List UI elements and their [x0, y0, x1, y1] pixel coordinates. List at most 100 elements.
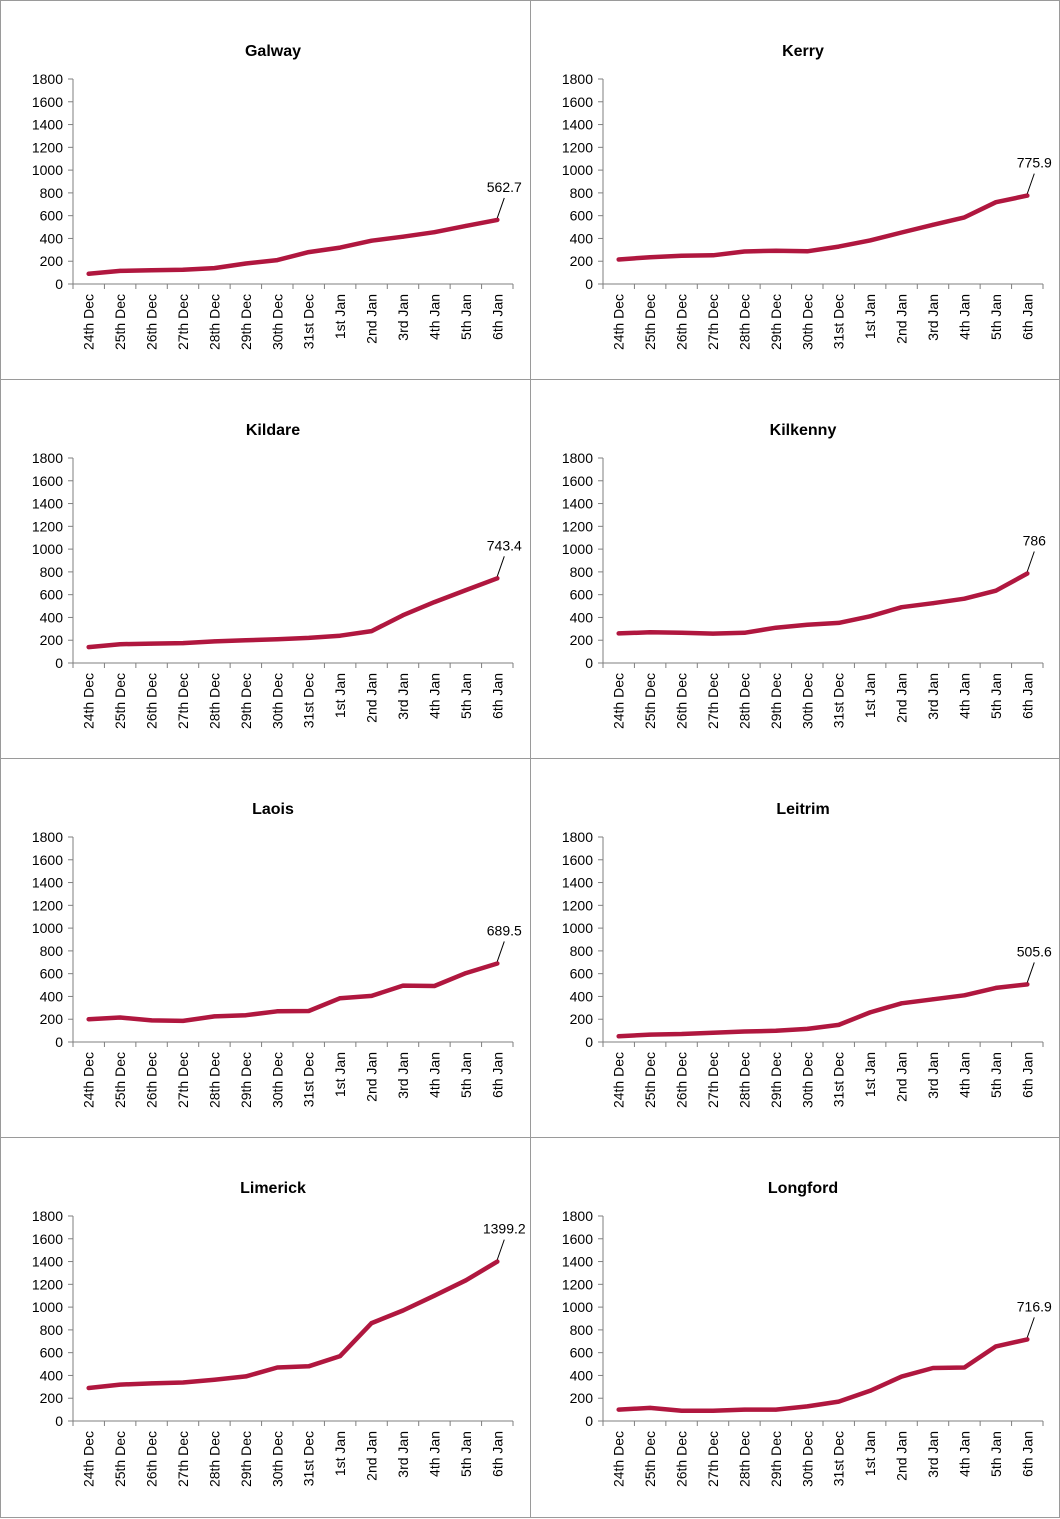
y-tick-label: 400	[40, 230, 64, 246]
y-tick-label: 0	[585, 1034, 593, 1050]
chart-panel-galway: Galway 0 200 400 600 800 1000 1200 1400 1600 1800 2…	[0, 0, 531, 380]
data-label: 743.4	[487, 537, 522, 553]
x-tick-label: 4th Jan	[426, 1052, 442, 1098]
data-point	[805, 1404, 810, 1409]
x-tick-label: 29th Dec	[768, 1431, 784, 1487]
data-point	[338, 996, 343, 1001]
data-point	[181, 1018, 185, 1023]
data-point	[1025, 571, 1030, 576]
y-tick-label: 1600	[32, 473, 63, 489]
y-tick-label: 400	[40, 1367, 64, 1383]
x-tick-label: 26th Dec	[674, 1052, 690, 1108]
line-chart: Galway 0 200 400 600 800 1000 1200 1400 1600 1800 2…	[32, 43, 522, 350]
data-point	[679, 253, 684, 258]
x-tick-label: 6th Jan	[489, 1431, 505, 1477]
y-tick-label: 1000	[562, 1299, 593, 1315]
data-label-leader	[1026, 551, 1035, 572]
y-tick-label: 600	[40, 966, 64, 982]
y-tick-label: 1600	[32, 1231, 63, 1247]
data-point	[742, 630, 747, 635]
x-tick-label: 25th Dec	[112, 1431, 128, 1487]
data-point	[306, 250, 311, 255]
line-chart: Laois 0 200 400 600 800 1000 1200 1400 1600 1800 24…	[32, 801, 522, 1108]
data-point	[401, 983, 405, 988]
data-point	[181, 267, 185, 272]
data-point	[616, 257, 621, 262]
x-tick-label: 27th Dec	[175, 1431, 191, 1487]
data-point	[306, 635, 311, 640]
x-tick-label: 4th Jan	[426, 294, 442, 340]
data-point	[495, 576, 500, 581]
data-point	[742, 1029, 747, 1034]
data-point	[616, 1034, 621, 1039]
x-tick-label: 6th Jan	[1019, 1431, 1035, 1477]
data-point	[679, 1408, 684, 1413]
data-point	[86, 1017, 91, 1022]
x-tick-label: 5th Jan	[988, 1431, 1004, 1477]
y-tick-label: 0	[55, 1034, 63, 1050]
x-tick-label: 27th Dec	[705, 673, 721, 729]
x-tick-label: 24th Dec	[81, 1052, 97, 1108]
x-tick-label: 31st Dec	[831, 1052, 847, 1107]
y-tick-label: 400	[40, 988, 64, 1004]
data-point	[149, 1381, 154, 1386]
y-tick-label: 600	[40, 208, 64, 224]
data-point	[931, 1366, 935, 1371]
y-tick-label: 0	[585, 655, 593, 671]
y-tick-label: 0	[585, 276, 593, 292]
data-point	[118, 642, 123, 647]
x-tick-label: 25th Dec	[112, 294, 128, 350]
y-tick-label: 800	[570, 943, 594, 959]
data-point	[275, 258, 280, 263]
x-tick-label: 2nd Jan	[364, 1431, 380, 1481]
data-point	[962, 215, 967, 220]
x-tick-label: 24th Dec	[611, 1052, 627, 1108]
y-tick-label: 200	[40, 1011, 64, 1027]
data-point	[212, 639, 217, 644]
data-point	[899, 230, 904, 235]
data-point	[868, 238, 873, 243]
data-label-leader	[1026, 1317, 1035, 1338]
data-label: 786	[1023, 532, 1047, 548]
chart-title: Kildare	[246, 422, 300, 439]
data-point	[648, 1032, 653, 1037]
data-point	[432, 1293, 437, 1298]
y-tick-label: 1200	[32, 897, 63, 913]
data-point	[648, 1405, 653, 1410]
x-tick-label: 2nd Jan	[364, 294, 380, 344]
x-tick-label: 31st Dec	[301, 294, 317, 349]
data-point	[742, 1407, 747, 1412]
y-tick-label: 1000	[32, 162, 63, 178]
data-point	[181, 1380, 185, 1385]
data-point	[118, 1382, 123, 1387]
x-tick-label: 24th Dec	[611, 673, 627, 729]
x-tick-label: 31st Dec	[301, 1431, 317, 1486]
chart-panel-kerry: Kerry 0 200 400 600 800 1000 1200 1400 1600 1800 24…	[530, 0, 1060, 380]
y-tick-label: 800	[40, 564, 64, 580]
x-tick-label: 6th Jan	[1019, 1052, 1035, 1098]
x-tick-label: 27th Dec	[175, 1052, 191, 1108]
data-point	[463, 588, 468, 593]
y-tick-label: 600	[40, 587, 64, 603]
y-tick-label: 400	[570, 609, 594, 625]
x-tick-label: 1st Jan	[332, 294, 348, 339]
data-point	[118, 1015, 123, 1020]
x-tick-label: 6th Jan	[489, 1052, 505, 1098]
data-label-leader	[496, 1239, 505, 1260]
y-tick-label: 1800	[562, 829, 593, 845]
series-line	[86, 576, 500, 650]
series-line	[616, 193, 1030, 262]
data-point	[432, 230, 437, 235]
x-tick-label: 29th Dec	[238, 1431, 254, 1487]
x-tick-label: 6th Jan	[1019, 294, 1035, 340]
x-tick-label: 2nd Jan	[894, 294, 910, 344]
x-tick-label: 25th Dec	[642, 673, 658, 729]
y-tick-label: 200	[570, 632, 594, 648]
y-tick-label: 200	[40, 632, 64, 648]
series-line	[616, 982, 1030, 1039]
data-point	[243, 261, 248, 266]
series-line	[86, 1259, 500, 1391]
chart-panel-leitrim: Leitrim 0 200 400 600 800 1000 1200 1400 1600 1800…	[530, 758, 1060, 1138]
y-tick-label: 0	[55, 276, 63, 292]
